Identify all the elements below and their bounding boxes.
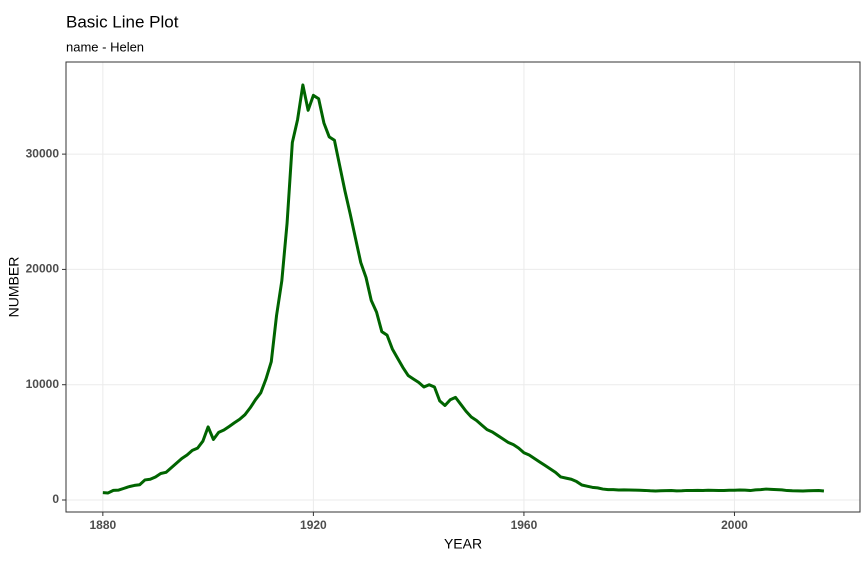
x-tick-label: 2000 [721, 518, 748, 532]
y-tick-label: 0 [52, 492, 59, 506]
x-tick-label: 1880 [89, 518, 116, 532]
y-tick-label: 10000 [26, 377, 60, 391]
data-line [102, 83, 825, 495]
x-axis-label: YEAR [444, 536, 482, 552]
chart-title: Basic Line Plot [66, 12, 179, 31]
y-axis-label: NUMBER [6, 257, 22, 318]
chart-subtitle: name - Helen [66, 39, 144, 54]
y-tick-label: 30000 [26, 146, 60, 160]
panel-border [65, 61, 861, 513]
x-tick-label: 1960 [511, 518, 538, 532]
y-tick-label: 20000 [26, 262, 60, 276]
x-tick-label: 1920 [300, 518, 327, 532]
